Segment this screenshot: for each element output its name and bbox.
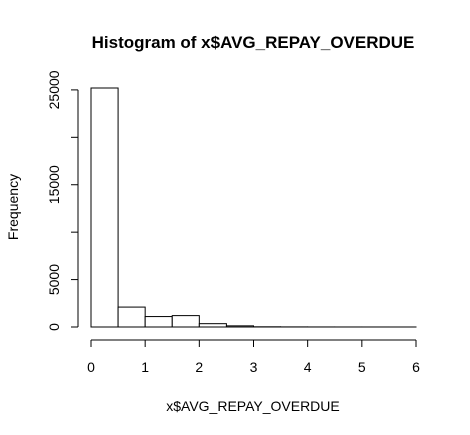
histogram-bar-5 bbox=[225, 325, 255, 328]
y-tick-label-0: 0 bbox=[46, 323, 62, 331]
x-tick-label-3: 3 bbox=[250, 359, 258, 375]
y-tick-label-3: 15000 bbox=[46, 165, 62, 204]
x-tick-label-6: 6 bbox=[412, 359, 420, 375]
histogram-bar-1 bbox=[117, 306, 146, 328]
x-axis-label: x$AVG_REPAY_OVERDUE bbox=[166, 398, 340, 414]
x-tick-label-4: 4 bbox=[304, 359, 312, 375]
y-axis-label: Frequency bbox=[5, 174, 21, 240]
x-tick-label-5: 5 bbox=[358, 359, 366, 375]
x-tick-label-2: 2 bbox=[195, 359, 203, 375]
y-axis: 0 5000 15000 25000 bbox=[46, 70, 79, 331]
bars-group bbox=[90, 87, 417, 328]
y-tick-label-1: 5000 bbox=[46, 264, 62, 295]
histogram-bar-2 bbox=[144, 316, 173, 328]
histogram-bar-3 bbox=[171, 315, 200, 328]
chart-title: Histogram of x$AVG_REPAY_OVERDUE bbox=[92, 33, 415, 52]
histogram-bar-4 bbox=[198, 323, 227, 328]
x-tick-label-1: 1 bbox=[141, 359, 149, 375]
histogram-bar-0 bbox=[90, 87, 119, 328]
x-tick-label-0: 0 bbox=[87, 359, 95, 375]
y-tick-label-5: 25000 bbox=[46, 70, 62, 109]
x-axis: 0 1 2 3 4 5 6 bbox=[87, 339, 420, 375]
